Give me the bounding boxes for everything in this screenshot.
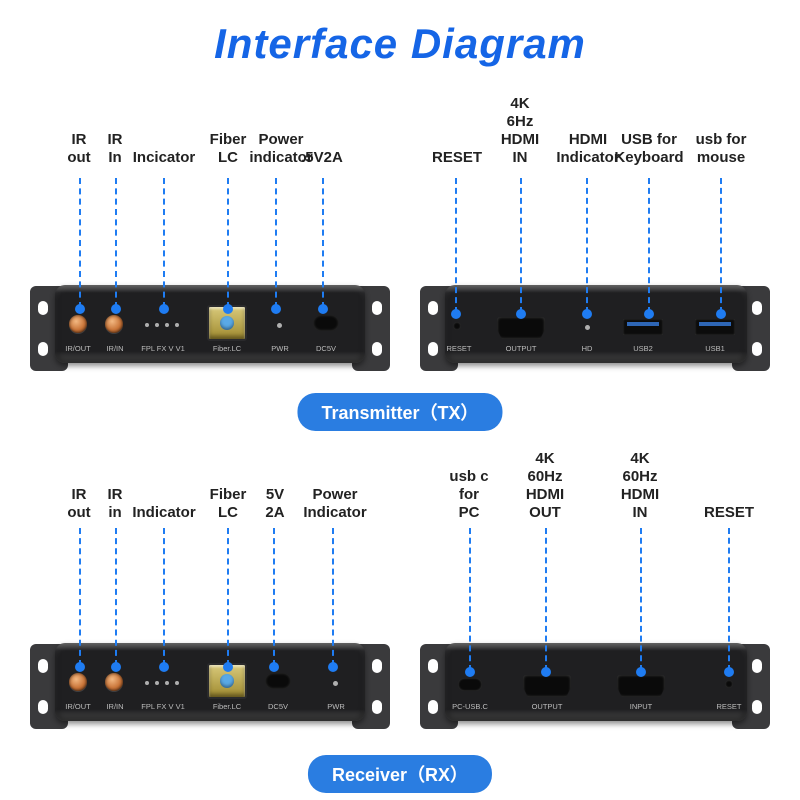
rx-left-callout-0: IRout — [64, 486, 94, 522]
rx-left-dot-1 — [111, 662, 121, 672]
tx-right-callout-3: USB forKeyboard — [612, 131, 686, 167]
indicator-icon — [145, 681, 179, 685]
tx-right-dot-2 — [582, 309, 592, 319]
tx-right-callout-0: RESET — [430, 149, 484, 167]
rx-right-dot-3 — [724, 667, 734, 677]
tx-right-dot-3 — [644, 309, 654, 319]
ir-out-jack-icon — [69, 673, 87, 691]
tx-right-dot-0 — [451, 309, 461, 319]
hdmi-out-icon — [523, 675, 571, 697]
rx-badge: Receiver（RX） — [308, 755, 492, 793]
rx-left-leader-1 — [115, 528, 117, 666]
usb2-port-icon — [623, 319, 663, 335]
rx-left-dot-2 — [159, 662, 169, 672]
rx-right-leader-0 — [469, 528, 471, 671]
reset-hole-icon — [453, 322, 461, 330]
rx-right-callout-1: 4K60HzHDMIOUT — [519, 450, 571, 522]
tx-left-dot-4 — [271, 304, 281, 314]
rx-left-dot-3 — [223, 662, 233, 672]
rx-right-callout-0: usb cforPC — [444, 468, 494, 522]
rx-right-dot-0 — [465, 667, 475, 677]
rx-left-leader-5 — [332, 528, 334, 666]
tx-right-leader-0 — [455, 178, 457, 313]
rx-right-callout-3: RESET — [701, 504, 757, 522]
dc5v-port-icon — [265, 673, 291, 689]
tx-left-dot-1 — [111, 304, 121, 314]
tx-right-leader-2 — [586, 178, 588, 313]
tx-left-dot-5 — [318, 304, 328, 314]
rx-left-dot-4 — [269, 662, 279, 672]
rx-left-callout-5: PowerIndicator — [300, 486, 370, 522]
rx-left-callout-2: Indicator — [130, 504, 198, 522]
rx-rear-device: PC-USB.C OUTPUT INPUT RESET — [420, 638, 770, 736]
reset-hole-icon — [725, 680, 733, 688]
tx-left-dot-3 — [223, 304, 233, 314]
rx-left-callout-4: 5V2A — [258, 486, 292, 522]
rx-left-leader-3 — [227, 528, 229, 666]
hdmi-in-icon — [617, 675, 665, 697]
tx-left-leader-5 — [322, 178, 324, 308]
rx-left-callout-1: IRin — [100, 486, 130, 522]
tx-right-leader-3 — [648, 178, 650, 313]
ir-out-jack-icon — [69, 315, 87, 333]
tx-right-dot-1 — [516, 309, 526, 319]
rx-left-dot-5 — [328, 662, 338, 672]
tx-left-dot-2 — [159, 304, 169, 314]
rx-left-leader-0 — [79, 528, 81, 666]
usb1-port-icon — [695, 319, 735, 335]
tx-left-callout-3: FiberLC — [207, 131, 249, 167]
tx-right-callout-1: 4K6HzHDMIIN — [496, 95, 544, 167]
tx-right-leader-4 — [720, 178, 722, 313]
tx-right-leader-1 — [520, 178, 522, 313]
tx-left-leader-1 — [115, 178, 117, 308]
power-led-icon — [277, 323, 282, 328]
hdmi-port-icon — [497, 317, 545, 339]
tx-left-dot-0 — [75, 304, 85, 314]
tx-left-callout-0: IRout — [64, 131, 94, 167]
power-led-icon — [333, 681, 338, 686]
indicator-icon — [145, 323, 179, 327]
dc5v-port-icon — [313, 315, 339, 331]
tx-right-callout-4: usb formouse — [690, 131, 752, 167]
rx-right-leader-3 — [728, 528, 730, 671]
hd-led-icon — [585, 325, 590, 330]
rx-left-callout-3: FiberLC — [207, 486, 249, 522]
rx-right-dot-2 — [636, 667, 646, 677]
tx-badge: Transmitter（TX） — [297, 393, 502, 431]
tx-left-leader-0 — [79, 178, 81, 308]
tx-left-leader-2 — [163, 178, 165, 308]
tx-left-callout-5: .5V2A — [297, 149, 347, 167]
usb-c-port-icon — [458, 678, 482, 691]
rx-left-dot-0 — [75, 662, 85, 672]
page-title: Interface Diagram — [0, 20, 800, 68]
tx-front-device: IR/OUT IR/IN FPL FX V V1 Fiber.LC PWR DC… — [30, 280, 390, 378]
tx-left-callout-2: Incicator — [130, 149, 198, 167]
rx-left-leader-2 — [163, 528, 165, 666]
rx-front-device: IR/OUT IR/IN FPL FX V V1 Fiber.LC DC5V P… — [30, 638, 390, 736]
ir-in-jack-icon — [105, 315, 123, 333]
tx-left-leader-3 — [227, 178, 229, 308]
tx-right-dot-4 — [716, 309, 726, 319]
tx-rear-device: RESET OUTPUT HD USB2 USB1 — [420, 280, 770, 378]
ir-in-jack-icon — [105, 673, 123, 691]
tx-left-leader-4 — [275, 178, 277, 308]
rx-right-dot-1 — [541, 667, 551, 677]
rx-right-callout-2: 4K60HzHDMIIN — [614, 450, 666, 522]
rx-left-leader-4 — [273, 528, 275, 666]
rx-right-leader-1 — [545, 528, 547, 671]
rx-right-leader-2 — [640, 528, 642, 671]
tx-left-callout-1: IRIn — [100, 131, 130, 167]
